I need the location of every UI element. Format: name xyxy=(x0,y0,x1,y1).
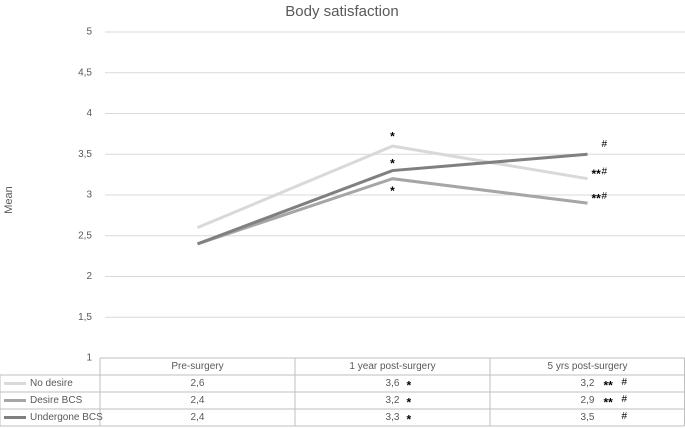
table-significance: ** xyxy=(604,396,614,410)
table-value: 3,2 xyxy=(581,378,595,389)
table-value: 2,6 xyxy=(191,378,205,389)
significance-marker: * xyxy=(390,184,395,198)
y-axis-label: Mean xyxy=(3,186,15,214)
y-tick-label: 5 xyxy=(86,27,92,38)
table-significance: * xyxy=(407,396,412,410)
legend-label: Desire BCS xyxy=(30,395,83,406)
table-value: 2,4 xyxy=(191,395,205,406)
significance-marker: * xyxy=(390,157,395,171)
line-series xyxy=(196,144,588,229)
table-header: 5 yrs post-surgery xyxy=(547,361,627,372)
line-series xyxy=(196,152,588,246)
chart-title: Body satisfaction xyxy=(285,3,398,20)
significance-marker: ** xyxy=(592,167,602,181)
change-marker: # xyxy=(602,166,608,177)
legend-label: Undergone BCS xyxy=(30,412,103,423)
table-value: 2,9 xyxy=(581,395,595,406)
y-tick-label: 4,5 xyxy=(78,67,92,78)
table-header: Pre-surgery xyxy=(171,361,223,372)
significance-marker: * xyxy=(390,129,395,143)
table-change: # xyxy=(622,377,628,388)
table-value: 3,3 xyxy=(386,412,400,423)
table-change: # xyxy=(622,411,628,422)
line-series xyxy=(197,177,588,246)
table-value: 3,6 xyxy=(386,378,400,389)
table-significance: * xyxy=(407,413,412,427)
table-value: 3,2 xyxy=(386,395,400,406)
legend-label: No desire xyxy=(30,378,73,389)
change-marker: # xyxy=(602,139,608,150)
y-tick-label: 3 xyxy=(86,190,92,201)
table-header: 1 year post-surgery xyxy=(349,361,435,372)
y-tick-label: 2,5 xyxy=(78,230,92,241)
y-tick-label: 1,5 xyxy=(78,312,92,323)
significance-marker: ** xyxy=(592,191,602,205)
table-value: 2,4 xyxy=(191,412,205,423)
y-tick-label: 1 xyxy=(86,353,92,364)
table-significance: ** xyxy=(604,379,614,393)
y-tick-label: 2 xyxy=(86,271,92,282)
y-tick-label: 3,5 xyxy=(78,149,92,160)
table-significance: * xyxy=(407,379,412,393)
change-marker: # xyxy=(602,191,608,202)
y-tick-label: 4 xyxy=(86,108,92,119)
table-change: # xyxy=(622,394,628,405)
table-value: 3,5 xyxy=(581,412,595,423)
